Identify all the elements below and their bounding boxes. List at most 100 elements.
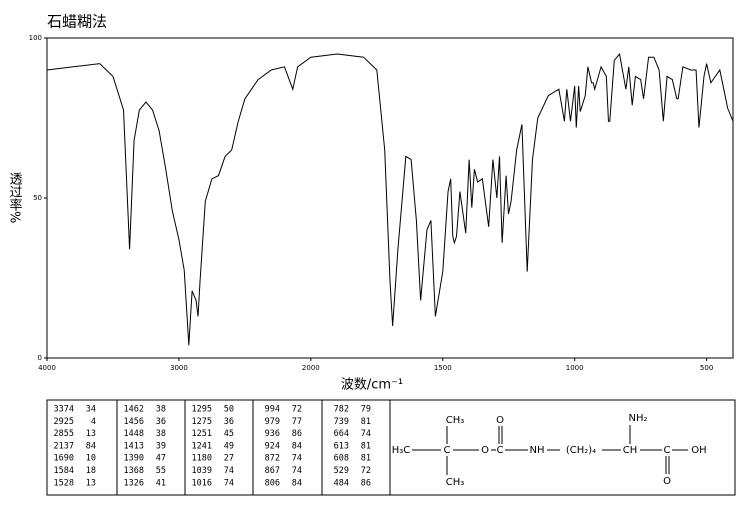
- peak-wavenumber: 1448: [124, 429, 144, 439]
- peak-transmittance: 84: [86, 441, 96, 451]
- peak-wavenumber: 1368: [124, 466, 144, 476]
- peak-transmittance: 39: [156, 441, 166, 451]
- peak-wavenumber: 979: [265, 417, 280, 427]
- peak-transmittance: 72: [292, 405, 302, 415]
- y-tick-label: 100: [29, 34, 42, 42]
- structure: CH₃ H₃C C O C O NH (CH₂)₄ CH NH₂ C OH O …: [392, 413, 707, 488]
- peak-wavenumber: 1326: [124, 478, 144, 488]
- peak-transmittance: 18: [86, 466, 96, 476]
- peak-wavenumber: 1275: [192, 417, 212, 427]
- peak-transmittance: 77: [292, 417, 302, 427]
- peak-wavenumber: 936: [265, 429, 280, 439]
- atom: NH: [530, 445, 545, 456]
- x-tick-label: 1000: [566, 364, 584, 372]
- peak-wavenumber: 608: [334, 454, 349, 464]
- peak-transmittance: 72: [361, 466, 371, 476]
- x-tick-label: 500: [700, 364, 713, 372]
- peak-transmittance: 84: [292, 478, 302, 488]
- peak-wavenumber: 1180: [192, 454, 212, 464]
- peak-wavenumber: 613: [334, 441, 349, 451]
- peak-transmittance: 74: [361, 429, 371, 439]
- peak-transmittance: 47: [156, 454, 166, 464]
- peak-wavenumber: 2925: [54, 417, 74, 427]
- peak-transmittance: 13: [86, 429, 96, 439]
- peak-wavenumber: 484: [334, 478, 349, 488]
- atom: C: [497, 445, 504, 456]
- peak-transmittance: 45: [224, 429, 234, 439]
- peak-wavenumber: 1016: [192, 478, 212, 488]
- peak-transmittance: 38: [156, 429, 166, 439]
- peak-transmittance: 81: [361, 454, 371, 464]
- peak-transmittance: 81: [361, 417, 371, 427]
- atom: NH₂: [628, 413, 647, 424]
- peak-transmittance: 49: [224, 441, 234, 451]
- peak-wavenumber: 529: [334, 466, 349, 476]
- peak-wavenumber: 1390: [124, 454, 144, 464]
- peak-wavenumber: 872: [265, 454, 280, 464]
- table-frame: [46, 399, 736, 496]
- peak-wavenumber: 806: [265, 478, 280, 488]
- peak-wavenumber: 782: [334, 405, 349, 415]
- atom: CH: [623, 445, 638, 456]
- y-tick-label: 0: [38, 354, 42, 362]
- peak-wavenumber: 1690: [54, 454, 74, 464]
- atom: (CH₂)₄: [566, 445, 596, 456]
- peak-transmittance: 27: [224, 454, 234, 464]
- peak-wavenumber: 3374: [54, 405, 74, 415]
- peak-wavenumber: 1241: [192, 441, 212, 451]
- table-dividers: [116, 400, 391, 495]
- peak-transmittance: 79: [361, 405, 371, 415]
- peak-transmittance: 36: [224, 417, 234, 427]
- peak-transmittance: 10: [86, 454, 96, 464]
- peak-transmittance: 74: [224, 478, 234, 488]
- atom: O: [481, 445, 489, 456]
- atom: H₃C: [392, 445, 411, 456]
- atom: C: [664, 445, 671, 456]
- peak-wavenumber: 867: [265, 466, 280, 476]
- peak-transmittance: 81: [361, 441, 371, 451]
- peak-wavenumber: 739: [334, 417, 349, 427]
- peak-wavenumber: 1251: [192, 429, 212, 439]
- peak-transmittance: 36: [156, 417, 166, 427]
- peak-wavenumber: 994: [265, 405, 280, 415]
- x-tick-label: 3000: [170, 364, 188, 372]
- x-tick-label: 4000: [38, 364, 56, 372]
- chart-title: 石蜡糊法: [47, 13, 107, 31]
- atom: OH: [691, 445, 706, 456]
- peak-transmittance: 74: [292, 466, 302, 476]
- peak-transmittance: 86: [361, 478, 371, 488]
- peak-wavenumber: 1462: [124, 405, 144, 415]
- peak-transmittance: 41: [156, 478, 166, 488]
- peak-wavenumber: 1528: [54, 478, 74, 488]
- peak-wavenumber: 1584: [54, 466, 74, 476]
- x-tick-label: 2000: [302, 364, 320, 372]
- peak-transmittance: 34: [86, 405, 96, 415]
- y-tick-label: 50: [33, 194, 42, 202]
- atom: CH₃: [446, 415, 465, 426]
- peak-transmittance: 74: [224, 466, 234, 476]
- peak-transmittance: 13: [86, 478, 96, 488]
- peak-wavenumber: 1039: [192, 466, 212, 476]
- spectrum-line: [46, 52, 734, 346]
- peak-transmittance: 38: [156, 405, 166, 415]
- atom: CH₃: [446, 477, 465, 488]
- x-axis-label: 波数/cm⁻¹: [341, 378, 403, 393]
- peak-transmittance: 4: [91, 417, 96, 427]
- peak-transmittance: 55: [156, 466, 166, 476]
- peak-wavenumber: 924: [265, 441, 280, 451]
- peak-transmittance: 50: [224, 405, 234, 415]
- peak-wavenumber: 664: [334, 429, 349, 439]
- peak-wavenumber: 2855: [54, 429, 74, 439]
- peak-wavenumber: 1456: [124, 417, 144, 427]
- peak-transmittance: 84: [292, 441, 302, 451]
- peak-wavenumber: 1413: [124, 441, 144, 451]
- peak-transmittance: 74: [292, 454, 302, 464]
- x-tick-label: 1500: [434, 364, 452, 372]
- peak-transmittance: 86: [292, 429, 302, 439]
- atom: O: [496, 415, 504, 426]
- y-axis-label: 透过率%: [7, 172, 23, 223]
- peak-wavenumber: 2137: [54, 441, 74, 451]
- atom: C: [444, 445, 451, 456]
- atom: O: [663, 476, 671, 487]
